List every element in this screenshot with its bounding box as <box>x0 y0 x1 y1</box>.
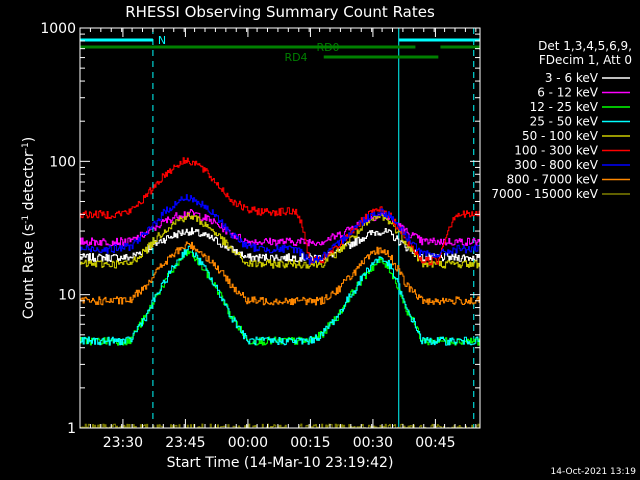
y-axis-label: Count Rate (s-1 detector-1) <box>21 137 37 319</box>
legend-label: 50 - 100 keV <box>522 129 599 143</box>
x-axis-ticks: 23:30 23:45 00:00 00:15 00:30 00:45 <box>79 28 477 451</box>
legend-label: 800 - 7000 keV <box>507 173 599 187</box>
y-label-part: detector <box>21 151 37 215</box>
series-line <box>80 241 481 306</box>
y-tick-label: 10 <box>58 288 76 304</box>
series-line <box>80 157 481 266</box>
y-tick-label: 100 <box>49 154 76 170</box>
legend-header-line-1: Det 1,3,4,5,6,9, <box>538 39 632 53</box>
flag-label: N <box>158 34 166 47</box>
series-lines <box>80 157 481 429</box>
y-label-sup: -1 <box>21 142 31 151</box>
legend-label: 12 - 25 keV <box>530 100 599 114</box>
flag-label: RD4 <box>284 51 307 64</box>
x-tick-label: 00:15 <box>290 435 330 451</box>
y-label-part: ) <box>21 137 37 142</box>
y-tick-label: 1 <box>67 421 76 437</box>
segment-boundaries <box>79 28 475 428</box>
x-tick-label: 00:45 <box>415 435 455 451</box>
x-tick-label: 23:45 <box>165 435 205 451</box>
legend-label: 7000 - 15000 keV <box>491 187 598 201</box>
flag-label: RD0 <box>316 41 339 54</box>
series-line <box>80 194 481 265</box>
x-axis-label: Start Time (14-Mar-10 23:19:42) <box>167 455 394 471</box>
y-axis-ticks: 1 10 100 1000 <box>40 21 480 437</box>
legend-label: 300 - 800 keV <box>514 158 598 172</box>
state-flags: N RD0 RD4 <box>80 34 480 64</box>
y-label-sup: -1 <box>21 215 31 224</box>
x-tick-label: 00:30 <box>353 435 393 451</box>
plot-frame <box>79 27 481 429</box>
y-label-part: Count Rate (s <box>21 224 37 319</box>
legend-label: 3 - 6 keV <box>545 71 599 85</box>
legend-label: 6 - 12 keV <box>537 86 599 100</box>
chart-title: RHESSI Observing Summary Count Rates <box>125 3 435 21</box>
series-line <box>80 423 481 429</box>
series-line <box>80 244 481 346</box>
legend-header-line-2: FDecim 1, Att 0 <box>539 53 632 67</box>
x-tick-label: 00:00 <box>228 435 268 451</box>
timestamp: 14-Oct-2021 13:19 <box>551 467 637 477</box>
legend-label: 100 - 300 keV <box>514 144 598 158</box>
x-tick-label: 23:30 <box>103 435 143 451</box>
series-line <box>80 209 481 247</box>
y-tick-label: 1000 <box>40 21 76 37</box>
legend-label: 25 - 50 keV <box>530 115 599 129</box>
